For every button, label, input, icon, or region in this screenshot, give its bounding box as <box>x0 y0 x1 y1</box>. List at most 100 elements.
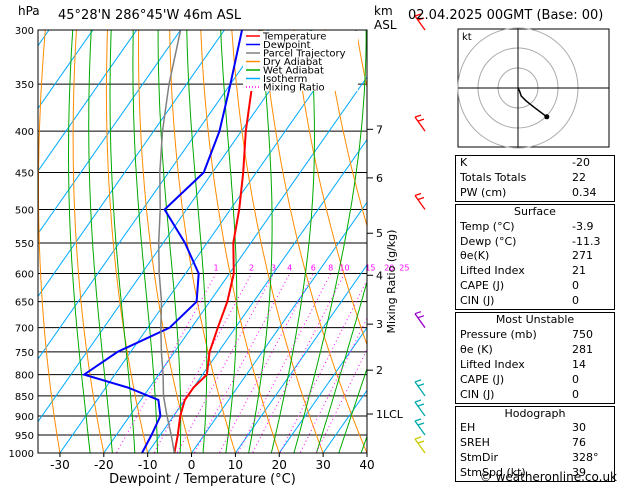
table-title: Hodograph <box>504 406 566 420</box>
km-tick-label: 4 <box>376 269 383 282</box>
pressure-tick-label: 500 <box>15 205 34 216</box>
table-label: Totals Totals <box>460 170 527 184</box>
wet-adiabat <box>157 30 182 453</box>
temp-tick-label: 40 <box>359 458 374 472</box>
wind-barb-feather <box>417 196 425 201</box>
table-row: θe(K) 271 <box>456 249 614 264</box>
mixing-ratio-line <box>251 273 345 453</box>
table-label: Lifted Index <box>460 357 525 371</box>
wind-barbs <box>414 13 426 454</box>
plot-frame <box>37 29 368 454</box>
table-label: CIN (J) <box>460 387 495 401</box>
table-row: EH 30 <box>456 421 614 436</box>
pressure-tick-label: 800 <box>15 371 34 382</box>
table-value: 271 <box>572 249 593 263</box>
temperature-line <box>173 30 261 453</box>
mixing-ratio-label: 25 <box>399 264 409 273</box>
pressure-tick-label: 600 <box>15 270 34 281</box>
table-row: CAPE (J) 0 <box>456 373 614 388</box>
most-unstable-box: Most Unstable Pressure (mb) 750 θe (K) 281 Li… <box>455 312 615 404</box>
legend-label: Isotherm <box>263 74 307 85</box>
pressure-tick-label: 900 <box>15 412 34 423</box>
asl-unit-label: ASL <box>374 18 397 32</box>
wind-barb-feather <box>417 422 425 426</box>
wind-barb-feather <box>417 17 425 21</box>
table-row: Lifted Index 21 <box>456 264 614 279</box>
table-label: CAPE (J) <box>460 279 505 293</box>
temp-tick-label: -30 <box>50 458 70 472</box>
legend-label: Mixing Ratio <box>263 83 325 94</box>
wet-adiabat <box>132 30 158 453</box>
pressure-tick-label: 700 <box>15 324 34 335</box>
pressure-tick-label: 350 <box>15 80 34 91</box>
table-label: Temp (°C) <box>460 219 515 233</box>
footer-credit: © weatheronline.co.uk <box>479 470 617 484</box>
legend-label: Dry Adiabat <box>263 57 322 68</box>
table-value: 0 <box>572 294 579 308</box>
dry-adiabat <box>138 30 193 453</box>
mixing-ratio-line <box>115 273 217 453</box>
table-value: 281 <box>572 342 593 356</box>
km-tick-label: 7 <box>376 123 383 136</box>
hodograph-unit: kt <box>462 32 472 43</box>
isotherm-line <box>234 264 367 453</box>
pressure-tick-label: 750 <box>15 348 34 359</box>
wet-adiabat <box>315 279 367 453</box>
dry-adiabat <box>262 30 367 453</box>
temp-tick-label: -10 <box>138 458 158 472</box>
hodograph: kt <box>457 27 610 149</box>
wind-barb <box>414 438 426 454</box>
skewt-axes: 1 2 3 4 6 8 10 15 20 2530035040045050055060065070… <box>9 26 410 486</box>
table-label: Dewp (°C) <box>460 234 517 248</box>
table-label: EH <box>460 421 476 435</box>
wind-barb <box>414 195 426 210</box>
dry-adiabat <box>105 30 149 453</box>
dry-adiabat <box>324 30 367 228</box>
pressure-unit-label: hPa <box>18 4 40 18</box>
pressure-tick-label: 550 <box>15 239 34 250</box>
mixing-ratio-line <box>299 317 367 453</box>
table-value: 30 <box>572 421 586 435</box>
wet-adiabat <box>88 30 113 453</box>
table-label: CAPE (J) <box>460 372 505 386</box>
hodograph-trace <box>517 87 548 118</box>
skewt-profiles <box>81 30 261 453</box>
wind-barb <box>414 15 426 31</box>
wet-adiabat <box>293 30 367 453</box>
mixing-ratio-label: 20 <box>384 264 394 273</box>
wind-barb-feather <box>414 436 422 440</box>
dry-adiabat <box>72 30 105 453</box>
indices-panel: K -20 Totals Totals 22 PW (cm) 0.34 Surface Te… <box>455 155 615 483</box>
wet-adiabat <box>109 30 136 453</box>
mixing-ratio-label: 2 <box>249 264 254 273</box>
isotherm-line <box>38 30 94 110</box>
table-row: CIN (J) 0 <box>456 294 614 309</box>
table-value: 21 <box>572 264 586 278</box>
isotherm-line <box>38 30 182 235</box>
pressure-tick-label: 450 <box>15 168 34 179</box>
surface-box: Surface Temp (°C) -3.9 Dewp (°C) -11.3 θe(K) 2… <box>455 203 615 311</box>
mixing-ratio-line <box>315 348 367 453</box>
table-row: Dewp (°C) -11.3 <box>456 235 614 250</box>
datetime-label: 02.04.2025 00GMT (Base: 00) <box>408 8 604 23</box>
table-row: K -20 <box>456 156 614 171</box>
table-title: Most Unstable <box>495 313 575 327</box>
table-value: 750 <box>572 327 593 341</box>
wind-barb-feather <box>414 399 422 403</box>
mixing-ratio-line <box>237 273 332 453</box>
mixing-ratio-label: 8 <box>328 264 333 273</box>
mixing-ratio-label: 3 <box>271 264 276 273</box>
mixing-ratio-label: 1 <box>213 264 218 273</box>
table-row: Lifted Index 14 <box>456 358 614 373</box>
legend-label: Parcel Trajectory <box>263 49 346 60</box>
table-label: SREH <box>460 436 490 450</box>
legend-background <box>243 31 358 91</box>
wind-barb <box>414 381 426 397</box>
table-row: θe (K) 281 <box>456 343 614 358</box>
wind-barb <box>414 313 426 329</box>
temp-tick-label: 30 <box>315 458 330 472</box>
table-row: StmSpd (kt) 39 <box>456 466 614 481</box>
table-value: 328° <box>572 451 599 465</box>
